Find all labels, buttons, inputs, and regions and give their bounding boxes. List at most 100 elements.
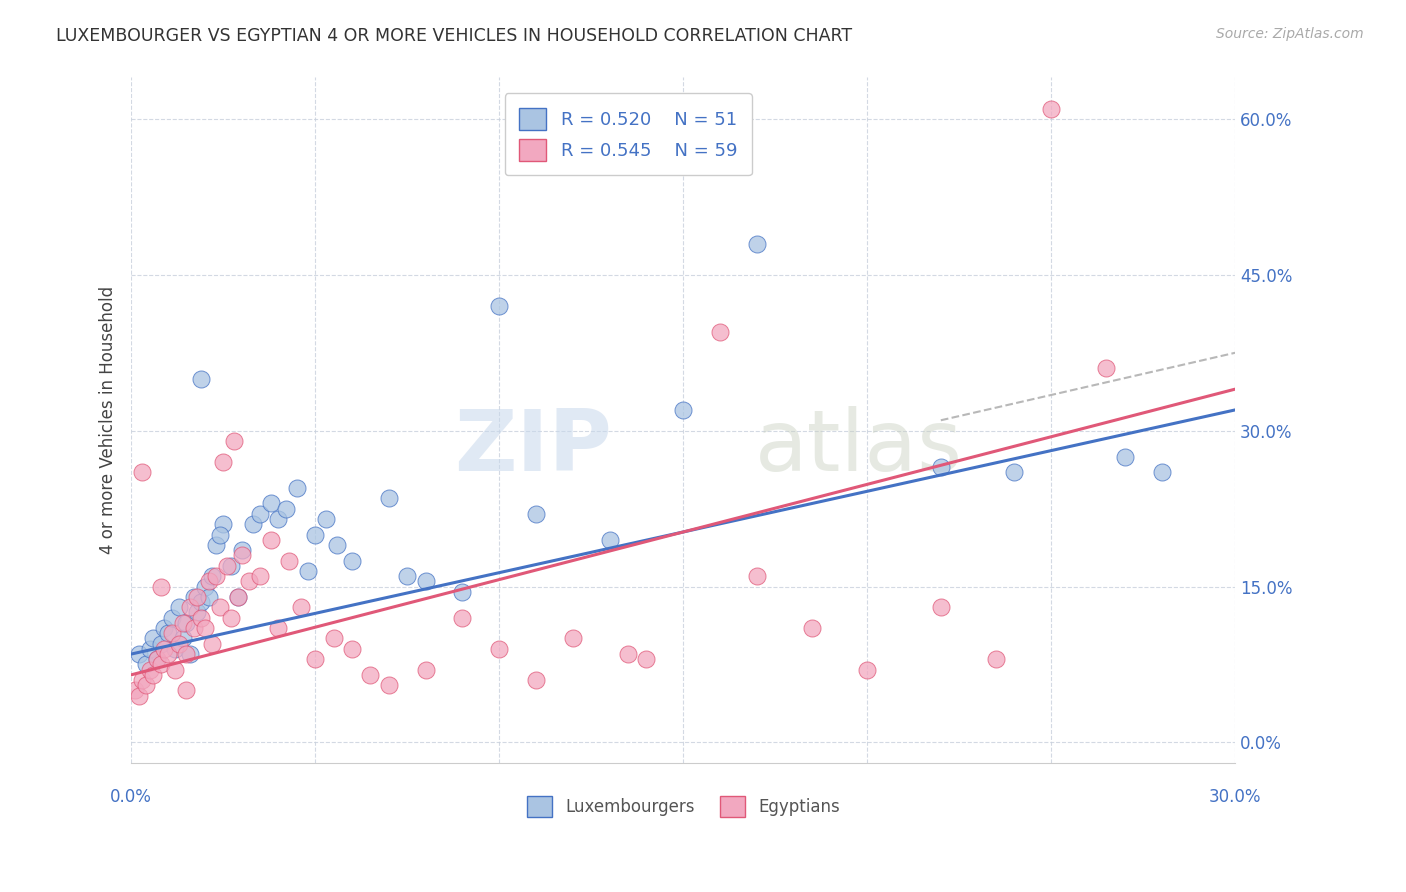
Point xyxy=(149,580,172,594)
Point xyxy=(524,673,547,687)
Point xyxy=(219,610,242,624)
Point xyxy=(745,236,768,251)
Point xyxy=(304,652,326,666)
Point xyxy=(297,564,319,578)
Point xyxy=(285,481,308,495)
Point xyxy=(636,652,658,666)
Point xyxy=(304,527,326,541)
Point xyxy=(451,610,474,624)
Point xyxy=(617,647,640,661)
Point xyxy=(165,641,187,656)
Point xyxy=(290,600,312,615)
Point xyxy=(745,569,768,583)
Point xyxy=(488,641,510,656)
Point xyxy=(278,553,301,567)
Point xyxy=(856,663,879,677)
Point xyxy=(146,652,169,666)
Point xyxy=(138,663,160,677)
Point xyxy=(231,543,253,558)
Point xyxy=(157,647,180,661)
Point xyxy=(197,590,219,604)
Point xyxy=(378,678,401,692)
Point xyxy=(215,558,238,573)
Point xyxy=(672,403,695,417)
Point xyxy=(165,663,187,677)
Point xyxy=(186,606,208,620)
Point xyxy=(274,501,297,516)
Point xyxy=(135,657,157,672)
Text: Source: ZipAtlas.com: Source: ZipAtlas.com xyxy=(1216,27,1364,41)
Point xyxy=(267,621,290,635)
Point xyxy=(326,538,349,552)
Point xyxy=(197,574,219,589)
Point xyxy=(190,595,212,609)
Point xyxy=(984,652,1007,666)
Point xyxy=(929,460,952,475)
Point xyxy=(183,621,205,635)
Point xyxy=(315,512,337,526)
Point xyxy=(242,517,264,532)
Point xyxy=(340,641,363,656)
Point xyxy=(131,465,153,479)
Point xyxy=(524,507,547,521)
Text: 30.0%: 30.0% xyxy=(1209,789,1261,806)
Point xyxy=(226,590,249,604)
Point xyxy=(238,574,260,589)
Point xyxy=(128,689,150,703)
Point xyxy=(1095,361,1118,376)
Point xyxy=(128,647,150,661)
Point xyxy=(142,632,165,646)
Point xyxy=(561,632,583,646)
Point xyxy=(415,663,437,677)
Point xyxy=(167,600,190,615)
Point xyxy=(176,683,198,698)
Point xyxy=(135,678,157,692)
Point xyxy=(146,652,169,666)
Point xyxy=(322,632,344,646)
Point xyxy=(219,558,242,573)
Point xyxy=(260,533,283,547)
Point xyxy=(176,647,198,661)
Point xyxy=(267,512,290,526)
Y-axis label: 4 or more Vehicles in Household: 4 or more Vehicles in Household xyxy=(100,286,117,554)
Point xyxy=(451,584,474,599)
Point xyxy=(231,549,253,563)
Point xyxy=(142,668,165,682)
Point xyxy=(176,615,198,630)
Text: ZIP: ZIP xyxy=(454,406,612,489)
Point xyxy=(224,434,246,448)
Point xyxy=(124,683,146,698)
Point xyxy=(359,668,381,682)
Point xyxy=(709,325,731,339)
Point xyxy=(488,299,510,313)
Point xyxy=(226,590,249,604)
Point xyxy=(1040,102,1063,116)
Point xyxy=(172,615,194,630)
Point xyxy=(194,621,217,635)
Point xyxy=(415,574,437,589)
Point xyxy=(260,496,283,510)
Point xyxy=(153,641,176,656)
Point xyxy=(149,657,172,672)
Point xyxy=(340,553,363,567)
Point xyxy=(183,590,205,604)
Point xyxy=(201,569,224,583)
Point xyxy=(190,610,212,624)
Text: 0.0%: 0.0% xyxy=(110,789,152,806)
Point xyxy=(186,590,208,604)
Point xyxy=(157,626,180,640)
Point xyxy=(212,517,235,532)
Point xyxy=(138,641,160,656)
Point xyxy=(172,632,194,646)
Point xyxy=(929,600,952,615)
Point xyxy=(1150,465,1173,479)
Point xyxy=(131,673,153,687)
Point xyxy=(194,580,217,594)
Point xyxy=(599,533,621,547)
Point xyxy=(1002,465,1025,479)
Point xyxy=(1114,450,1136,464)
Point xyxy=(190,372,212,386)
Point xyxy=(201,637,224,651)
Point xyxy=(378,491,401,506)
Point xyxy=(179,600,201,615)
